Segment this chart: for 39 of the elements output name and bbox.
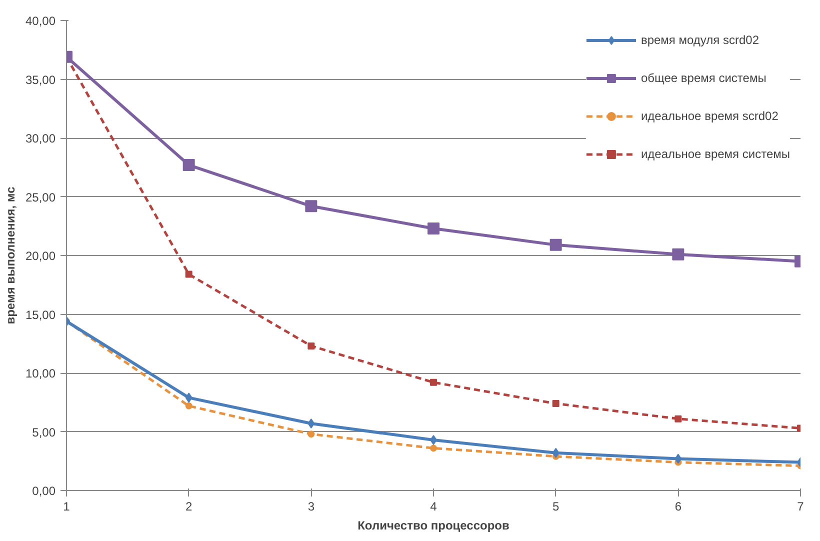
x-tick-label: 5 xyxy=(552,500,560,514)
legend-label: идеальное время системы xyxy=(640,147,790,161)
point xyxy=(308,430,315,438)
point xyxy=(552,448,560,458)
y-axis-title: время выполнения, мс xyxy=(3,186,18,324)
point xyxy=(185,402,192,410)
y-tick-label: 5,00 xyxy=(32,425,56,440)
y-tick-label: 15,00 xyxy=(25,308,56,322)
legend-label: время модуля scrd02 xyxy=(640,33,760,47)
y-tick-label: 25,00 xyxy=(25,190,56,204)
y-tick-label: 10,00 xyxy=(25,366,56,380)
x-axis-title: Количество процессоров xyxy=(358,518,510,532)
x-tick-label: 6 xyxy=(674,500,682,514)
x-tick-label: 3 xyxy=(308,500,315,514)
point xyxy=(550,238,562,251)
y-tick-label: 35,00 xyxy=(25,72,56,87)
point xyxy=(674,454,682,464)
x-tick-label: 2 xyxy=(185,500,192,514)
point xyxy=(672,248,684,260)
y-tick-label: 20,00 xyxy=(25,249,56,263)
point xyxy=(185,392,192,403)
y-tick-label: 0,00 xyxy=(32,484,56,498)
point xyxy=(308,342,315,350)
point xyxy=(185,270,192,278)
y-tick-label: 30,00 xyxy=(25,132,56,146)
point xyxy=(430,378,437,386)
legend-label: идеальное время scrd02 xyxy=(640,109,778,123)
point xyxy=(552,400,560,408)
point xyxy=(430,444,437,452)
point xyxy=(674,415,682,422)
x-tick-label: 7 xyxy=(797,500,804,514)
y-tick-label: 40,00 xyxy=(25,14,56,28)
point xyxy=(308,418,315,429)
x-tick-label: 1 xyxy=(63,500,70,514)
x-tick-label: 4 xyxy=(430,500,438,514)
point xyxy=(305,200,318,212)
point xyxy=(182,159,195,172)
point xyxy=(428,222,440,234)
legend-label: общее время системы xyxy=(640,71,766,85)
